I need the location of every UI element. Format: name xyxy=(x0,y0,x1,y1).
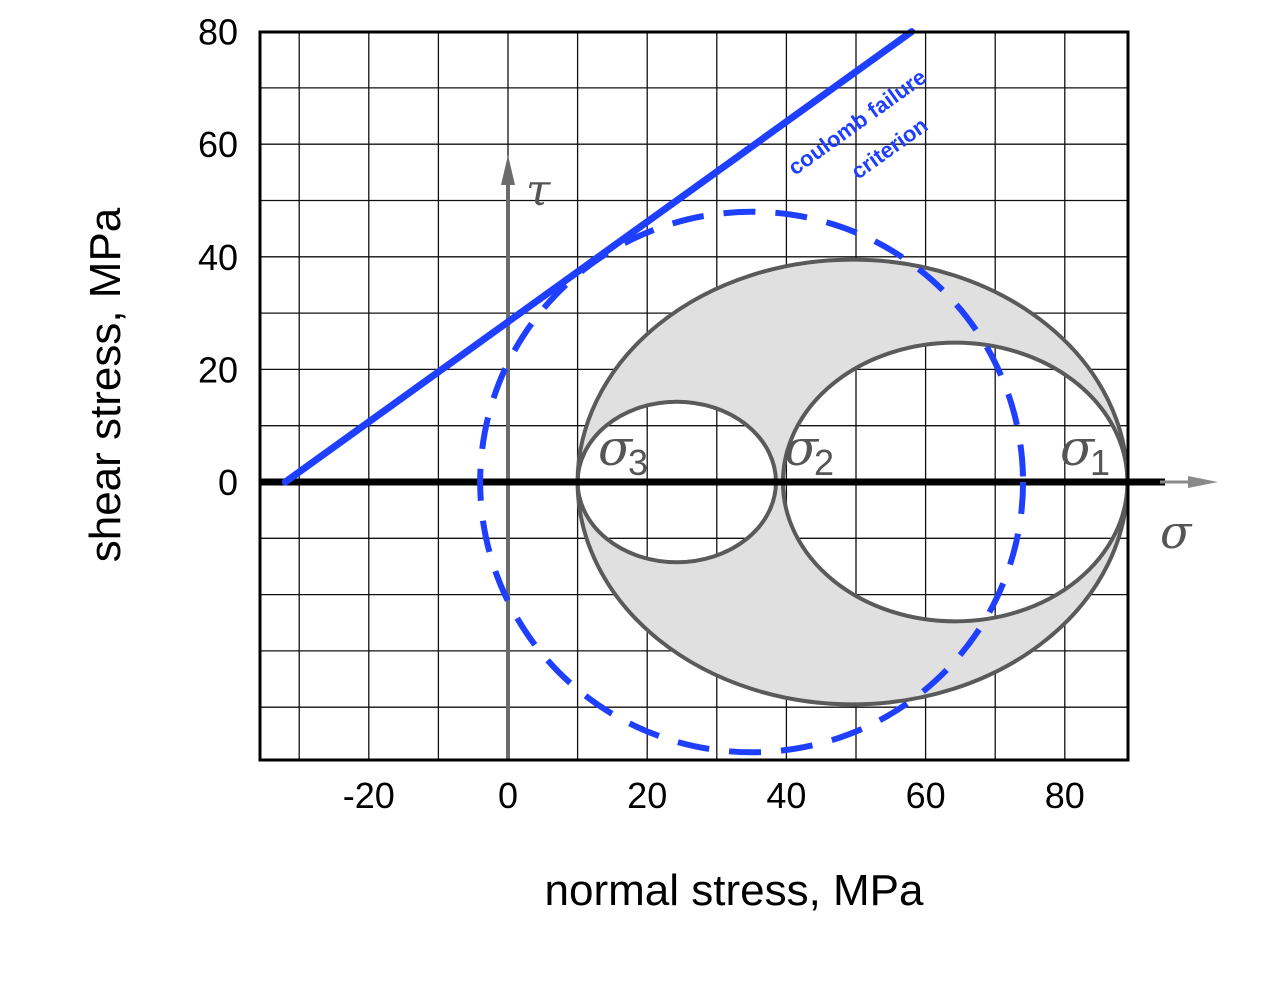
y-tick-label: 60 xyxy=(198,124,238,165)
x-tick-label: -20 xyxy=(343,775,395,816)
principal-stress-symbol: σ xyxy=(784,419,820,477)
coulomb-failure-line xyxy=(281,28,916,486)
dashed-circle-layer xyxy=(477,208,1027,756)
tick-labels: -20 0 20 40 60 80 0 20 40 60 80 xyxy=(198,12,1085,816)
tau-symbol: τ xyxy=(526,165,551,216)
principal-stress-label-sigma1: σ1 xyxy=(1060,419,1110,483)
x-axis-label: normal stress, MPa xyxy=(545,866,925,915)
tau-axis-arrowhead xyxy=(501,155,515,185)
principal-stress-label-sigma2: σ2 xyxy=(784,419,834,483)
principal-stress-symbol: σ xyxy=(598,419,634,477)
axes xyxy=(260,155,1218,760)
shaded-region xyxy=(577,259,1128,705)
plot-frame xyxy=(258,30,1130,762)
plot-frame-layer xyxy=(258,30,1130,762)
sigma-symbol: σ xyxy=(1160,505,1193,559)
principal-stress-label-sigma3: σ3 xyxy=(598,419,648,483)
dashed-stress-circle xyxy=(477,208,1027,756)
principal-stress-symbol: σ xyxy=(1060,419,1096,477)
y-tick-label: 40 xyxy=(198,237,238,278)
x-tick-label: 80 xyxy=(1045,775,1085,816)
principal-stress-subscript: 2 xyxy=(814,442,834,483)
y-axis-label: shear stress, MPa xyxy=(81,207,130,562)
x-tick-label: 60 xyxy=(906,775,946,816)
x-tick-label: 0 xyxy=(498,775,518,816)
mohr-shaded-area xyxy=(577,259,1128,705)
x-tick-label: 40 xyxy=(766,775,806,816)
y-tick-label: 0 xyxy=(218,462,238,503)
y-tick-label: 80 xyxy=(198,12,238,53)
x-tick-label: 20 xyxy=(627,775,667,816)
principal-stress-subscript: 3 xyxy=(628,442,648,483)
y-tick-label: 20 xyxy=(198,349,238,390)
sigma-axis-arrowhead xyxy=(1188,476,1218,488)
principal-stress-subscript: 1 xyxy=(1090,442,1110,483)
